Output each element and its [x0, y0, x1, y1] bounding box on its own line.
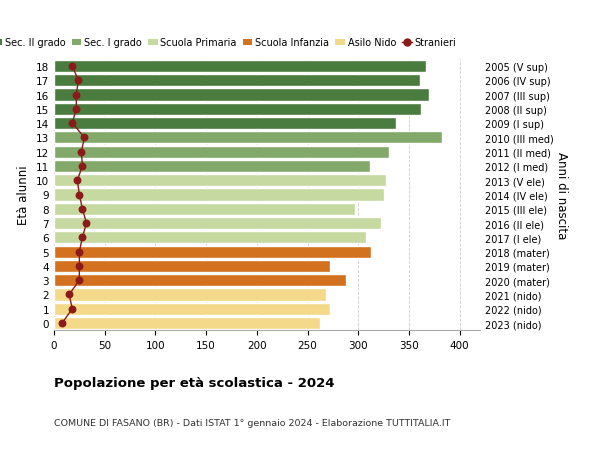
- Bar: [54, 317, 320, 330]
- Point: [77, 163, 87, 170]
- Point: [74, 277, 84, 284]
- Point: [67, 305, 77, 313]
- Y-axis label: Anni di nascita: Anni di nascita: [554, 151, 568, 239]
- Point: [74, 248, 84, 256]
- Bar: [54, 232, 367, 244]
- Bar: [54, 75, 420, 87]
- Text: Popolazione per età scolastica - 2024: Popolazione per età scolastica - 2024: [54, 376, 335, 389]
- Bar: [54, 61, 426, 73]
- Bar: [54, 246, 371, 258]
- Point: [77, 149, 86, 156]
- Point: [67, 63, 77, 71]
- Bar: [54, 175, 386, 187]
- Legend: Sec. II grado, Sec. I grado, Scuola Primaria, Scuola Infanzia, Asilo Nido, Stran: Sec. II grado, Sec. I grado, Scuola Prim…: [0, 34, 460, 52]
- Bar: [54, 203, 355, 215]
- Point: [74, 191, 84, 199]
- Point: [58, 319, 67, 327]
- Point: [77, 234, 87, 241]
- Text: COMUNE DI FASANO (BR) - Dati ISTAT 1° gennaio 2024 - Elaborazione TUTTITALIA.IT: COMUNE DI FASANO (BR) - Dati ISTAT 1° ge…: [54, 418, 451, 427]
- Point: [80, 134, 89, 142]
- Bar: [54, 89, 429, 101]
- Bar: [54, 118, 396, 130]
- Point: [74, 263, 84, 270]
- Bar: [54, 303, 330, 315]
- Bar: [54, 289, 326, 301]
- Point: [67, 120, 77, 128]
- Point: [73, 177, 82, 185]
- Bar: [54, 103, 421, 116]
- Point: [71, 106, 81, 113]
- Point: [74, 78, 83, 85]
- Point: [82, 220, 91, 227]
- Bar: [54, 132, 442, 144]
- Bar: [54, 161, 370, 173]
- Point: [71, 92, 81, 99]
- Bar: [54, 146, 389, 158]
- Point: [64, 291, 74, 298]
- Bar: [54, 218, 380, 230]
- Bar: [54, 189, 383, 201]
- Y-axis label: Età alunni: Età alunni: [17, 165, 31, 225]
- Bar: [54, 274, 346, 287]
- Bar: [54, 260, 330, 272]
- Point: [77, 206, 87, 213]
